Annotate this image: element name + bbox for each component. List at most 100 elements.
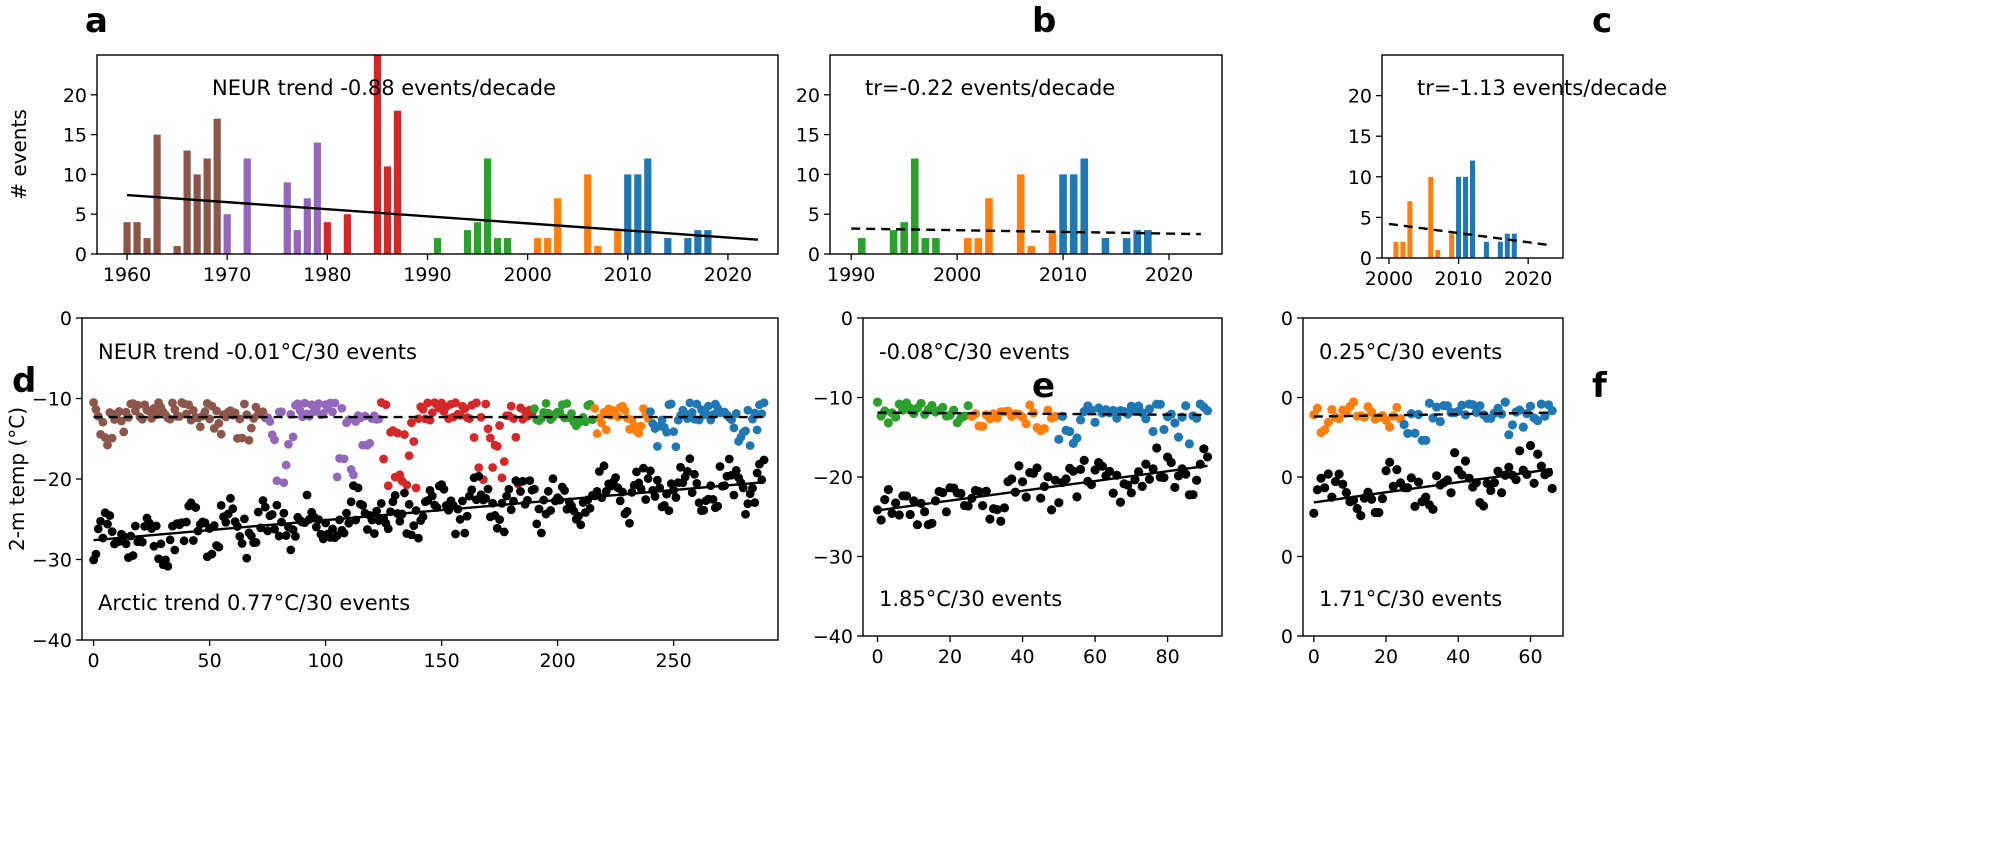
y-tick-label-f: 0 bbox=[1281, 547, 1293, 569]
y-tick-label-c: 10 bbox=[1348, 167, 1372, 189]
arctic-point bbox=[525, 476, 535, 485]
neur-point bbox=[483, 424, 493, 434]
y-tick-label-d: −20 bbox=[32, 469, 72, 491]
arctic-point bbox=[901, 491, 912, 501]
neur-point bbox=[272, 476, 282, 486]
neur-point bbox=[89, 398, 98, 407]
neur-point bbox=[601, 425, 611, 435]
y-tick-label-f: 0 bbox=[1281, 626, 1293, 648]
plot-frame-c bbox=[1381, 54, 1564, 259]
arctic-point bbox=[1108, 488, 1118, 498]
arctic-point bbox=[376, 499, 386, 508]
neur-point bbox=[731, 409, 741, 418]
x-tick-label-d: 200 bbox=[539, 650, 575, 672]
bar-a-2006 bbox=[584, 174, 592, 254]
arctic-point bbox=[93, 524, 103, 534]
arctic-point bbox=[1043, 472, 1053, 482]
arctic-point bbox=[876, 515, 886, 525]
arctic-point bbox=[1166, 457, 1176, 468]
arctic-point bbox=[632, 467, 641, 477]
arctic-point bbox=[291, 531, 300, 541]
neur-point bbox=[499, 457, 509, 466]
neur-point bbox=[216, 429, 226, 439]
arctic-point bbox=[560, 486, 569, 495]
arctic-point bbox=[1367, 494, 1377, 504]
bar-a-1967 bbox=[193, 174, 201, 254]
bar-b-2018 bbox=[1144, 230, 1152, 254]
y-tick-label-c: 15 bbox=[1348, 126, 1372, 148]
y-tick-label-e: −40 bbox=[813, 626, 853, 648]
arctic-point bbox=[708, 494, 718, 504]
arctic-point bbox=[574, 511, 583, 521]
arctic-point bbox=[1141, 459, 1151, 469]
arctic-point bbox=[311, 522, 321, 532]
arctic-point bbox=[625, 518, 634, 528]
arctic-point bbox=[1123, 480, 1133, 490]
bars-b bbox=[857, 158, 1152, 254]
arctic-point bbox=[328, 524, 337, 534]
bar-a-1977 bbox=[293, 230, 301, 254]
arctic-point bbox=[214, 542, 224, 552]
neur-point bbox=[330, 398, 340, 408]
arctic-point bbox=[1446, 488, 1456, 498]
y-tick-label-a: 20 bbox=[63, 85, 87, 107]
arctic-point bbox=[1525, 440, 1536, 451]
x-tick-label-e: 20 bbox=[938, 646, 962, 668]
neur-point bbox=[1432, 402, 1442, 412]
y-tick-label-d: −30 bbox=[32, 550, 72, 572]
neur-point bbox=[288, 432, 298, 442]
neur-point bbox=[567, 409, 576, 418]
arctic-point bbox=[622, 506, 632, 516]
bar-b-1997 bbox=[921, 238, 930, 254]
neur-point bbox=[745, 441, 755, 451]
arctic-point bbox=[636, 484, 646, 494]
arctic-trend-annotation-d: Arctic trend 0.77°C/30 events bbox=[98, 591, 410, 615]
bar-a-1987 bbox=[393, 110, 402, 254]
arctic-point bbox=[956, 488, 966, 499]
trend-line-a bbox=[126, 193, 759, 241]
neur-point bbox=[214, 418, 224, 428]
arctic-point bbox=[339, 528, 349, 538]
arctic-point bbox=[1173, 471, 1184, 481]
neur-point bbox=[581, 417, 590, 427]
x-tick-label-b: 2000 bbox=[933, 264, 981, 286]
bar-c-2002 bbox=[1400, 241, 1406, 258]
arctic-point bbox=[1007, 474, 1017, 484]
arctic-point bbox=[1104, 466, 1115, 476]
neur-point bbox=[636, 421, 646, 431]
arctic-point bbox=[690, 469, 699, 479]
arctic-point bbox=[641, 495, 651, 504]
arctic-point bbox=[1072, 492, 1082, 502]
neur-point bbox=[270, 435, 279, 445]
neur-point bbox=[117, 416, 126, 426]
neur-point bbox=[237, 433, 247, 443]
y-tick-label-f: 0 bbox=[1281, 388, 1293, 410]
neur-point bbox=[511, 432, 521, 442]
bar-b-2009 bbox=[1048, 230, 1057, 254]
neur-point bbox=[1518, 422, 1528, 432]
neur-point bbox=[963, 401, 973, 411]
arctic-point bbox=[1202, 452, 1213, 462]
arctic-point bbox=[543, 486, 553, 496]
arctic-point bbox=[752, 468, 762, 478]
bar-a-1969 bbox=[213, 118, 221, 254]
x-tick-label-e: 80 bbox=[1156, 646, 1180, 668]
x-tick-label-b: 1990 bbox=[827, 264, 875, 286]
arctic-point bbox=[974, 487, 984, 497]
neur-point bbox=[1312, 403, 1323, 413]
arctic-point bbox=[390, 490, 400, 500]
y-tick-label-b: 5 bbox=[808, 204, 820, 226]
neur-point bbox=[409, 437, 419, 446]
neur-point bbox=[107, 433, 117, 443]
points-d bbox=[89, 398, 769, 571]
neur-point bbox=[332, 472, 342, 482]
neur-point bbox=[541, 398, 551, 408]
arctic-point bbox=[1097, 461, 1107, 471]
arctic-point bbox=[546, 506, 556, 515]
neur-point bbox=[741, 426, 750, 436]
points-f bbox=[1309, 397, 1557, 521]
bar-c-2017 bbox=[1504, 233, 1510, 258]
x-tick-label-f: 40 bbox=[1446, 646, 1470, 668]
bar-b-2007 bbox=[1027, 246, 1036, 254]
x-tick-label-a: 2010 bbox=[604, 264, 652, 286]
